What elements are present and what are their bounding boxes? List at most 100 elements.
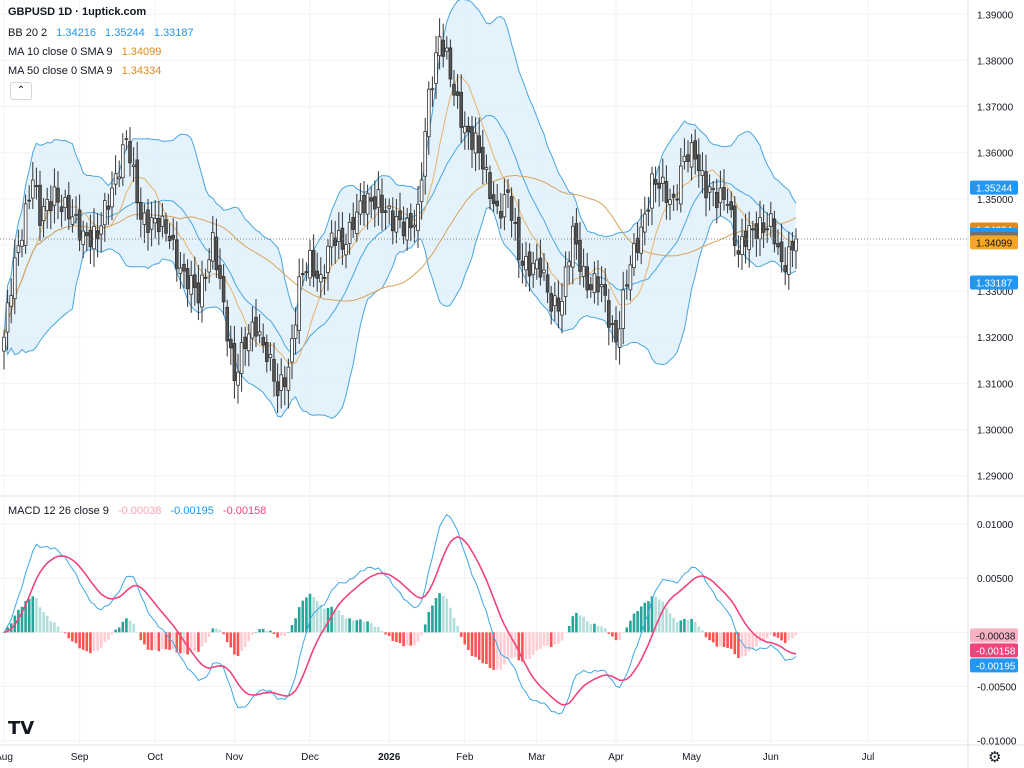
candle-body [16,245,21,253]
candle-body [290,338,294,363]
candle-body [275,381,280,397]
collapse-legend-button[interactable]: ⌃ [10,82,32,100]
macd-histogram-bar [175,632,179,653]
candle-body [38,184,42,226]
candle-body [196,282,201,304]
macd-histogram-bar [452,617,456,633]
bb-legend: BB 20 2 1.34216 1.35244 1.33187 [8,27,200,39]
macd-histogram-bar [553,632,557,645]
candle [257,314,262,344]
candle-body [509,196,514,221]
candle-body [178,267,183,274]
macd-histogram-bar [337,610,341,633]
macd-histogram-bar [45,615,49,633]
macd-histogram-bar [146,632,150,650]
candle-body [697,154,701,172]
macd-histogram-bar [683,619,686,633]
candle-body [578,239,582,272]
candle [668,188,672,221]
macd-histogram-bar [179,632,182,654]
macd-histogram-bar [71,632,74,642]
candle-body [632,243,636,269]
candle [333,220,337,264]
tradingview-logo[interactable]: TV [8,718,35,739]
candle-body [790,241,795,251]
candle [758,200,762,257]
gear-icon[interactable]: ⚙ [988,749,1002,766]
macd-histogram-bar [247,632,251,642]
candle [686,140,690,173]
candle-body [124,138,129,141]
candle-body [794,238,798,252]
candle [390,197,395,245]
candle-body [682,155,687,162]
macd-histogram-bar [582,616,585,633]
candle [318,257,323,298]
candle-body [250,321,255,339]
macd-histogram-bar [243,632,247,648]
candle [671,185,676,211]
macd-histogram-bar [89,632,92,654]
candle-body [689,142,694,168]
candle-body [52,186,57,206]
candle [221,264,226,316]
ma50-line [3,174,797,338]
macd-histogram-bar [539,632,542,650]
macd-histogram-bar [517,632,521,661]
macd-histogram-bar [99,632,103,648]
candle-body [646,209,651,212]
candle [625,269,629,300]
macd-histogram-bar [326,607,330,633]
bb-lower-tag-bg [970,275,1018,290]
price-axis-tick-label: 1.31000 [977,379,1014,390]
candle [693,129,697,175]
candle-body [257,331,262,336]
candle-body [556,297,561,312]
candle-body [160,215,165,227]
candle-body [650,173,654,209]
candle [549,285,553,325]
candle-body [383,210,388,213]
candle [77,194,82,252]
macd-histogram-bar [740,632,744,657]
candle-body [498,211,503,219]
macd-histogram-bar [654,596,657,633]
candle-body [9,295,14,307]
ma50-value: 1.34334 [121,65,162,77]
macd-histogram [2,593,798,670]
candle-body [67,195,71,220]
candle-body [272,358,276,382]
macd-histogram-bar [251,632,254,635]
candle [772,210,777,253]
macd-histogram-bar [38,607,42,633]
candle [617,311,622,365]
candle-body [484,167,489,171]
candle-body [412,224,417,228]
candle [178,252,183,289]
candle-body [405,217,409,241]
candle-body [545,274,550,293]
price-axis-tick-label: 1.39000 [977,10,1014,21]
candle-body [524,255,528,271]
candle [664,165,669,220]
candle [56,171,60,220]
macd-histogram-bar [686,620,690,633]
candle-body [607,300,611,328]
candle [646,196,651,226]
candle [527,243,532,292]
macd-histogram-bar [600,626,603,633]
candle-body [426,88,431,138]
candle [74,196,78,224]
macd-histogram-bar [139,632,143,641]
ma10-legend: MA 10 close 0 SMA 9 1.34099 [8,46,167,58]
candle-body [563,266,568,297]
candle-body [769,213,773,227]
candle-body [776,243,780,248]
bb-upper-value: 1.35244 [105,27,145,39]
macd-histogram-bar [549,632,553,648]
macd-histogram-bar [625,627,629,633]
candle [203,268,208,292]
macd-histogram-bar [182,632,186,654]
macd-histogram-bar [193,632,197,652]
